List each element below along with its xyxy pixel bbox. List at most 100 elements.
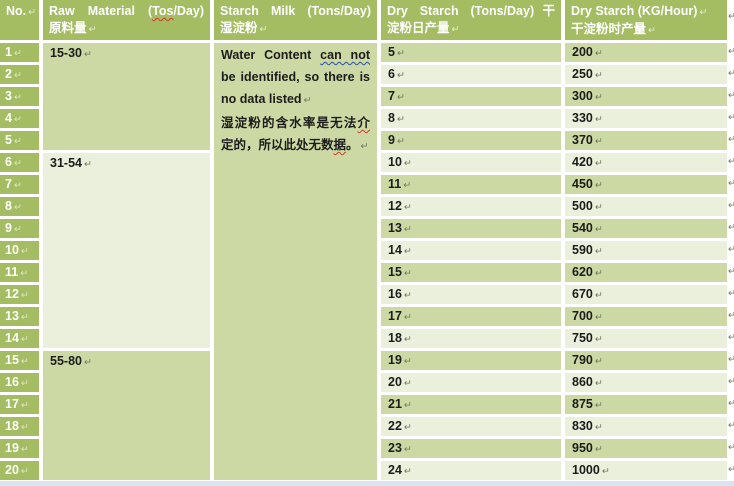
dry-starch-kg-cell[interactable]: 670 ↵	[565, 285, 727, 304]
dry-starch-tons-cell[interactable]: 24 ↵	[381, 461, 561, 480]
dry-starch-tons-value: 19	[388, 353, 402, 367]
dry-starch-kg-cell[interactable]: 370 ↵	[565, 131, 727, 150]
dry-starch-kg-cell[interactable]: 1000 ↵	[565, 461, 727, 480]
dry-starch-kg-cell[interactable]: 250 ↵	[565, 65, 727, 84]
text-segment: 。	[346, 138, 359, 152]
dry-starch-kg-cell[interactable]: 200 ↵	[565, 43, 727, 62]
dry-starch-tons-cell[interactable]: 18 ↵	[381, 329, 561, 348]
dry-starch-tons-cell[interactable]: 9 ↵	[381, 131, 561, 150]
dry-starch-tons-cell[interactable]: 13 ↵	[381, 219, 561, 238]
row-number-cell[interactable]: 5 ↵	[0, 131, 39, 150]
header-line: Dry Starch (KG/Hour) ↵	[571, 3, 721, 21]
dry-starch-kg-cell[interactable]: 590 ↵	[565, 241, 727, 260]
spellcheck-flagged-text: can not	[320, 48, 370, 62]
dry-starch-tons-value: 5	[388, 45, 395, 59]
dry-starch-tons-cell[interactable]: 17 ↵	[381, 307, 561, 326]
raw-material-range-cell[interactable]: 31-54 ↵	[43, 153, 210, 348]
dry-starch-kg-cell[interactable]: 750 ↵	[565, 329, 727, 348]
raw-material-range: 15-30	[50, 46, 82, 60]
dry-starch-tons-cell[interactable]: 12 ↵	[381, 197, 561, 216]
dry-starch-kg-cell[interactable]: 500 ↵	[565, 197, 727, 216]
formatting-mark-icon: ↵	[594, 114, 603, 125]
end-of-row-mark-icon: ↵	[728, 47, 734, 57]
raw-material-range-cell[interactable]: 15-30 ↵	[43, 43, 210, 150]
dry-starch-tons-value: 6	[388, 67, 395, 81]
row-number-cell[interactable]: 11 ↵	[0, 263, 39, 282]
dry-starch-tons-cell[interactable]: 8 ↵	[381, 109, 561, 128]
row-number: 16	[5, 375, 19, 389]
dry-starch-kg-value: 1000	[572, 463, 600, 477]
formatting-mark-icon: ↵	[451, 24, 460, 35]
dry-starch-tons-cell[interactable]: 21 ↵	[381, 395, 561, 414]
dry-starch-kg-cell[interactable]: 830 ↵	[565, 417, 727, 436]
row-number-cell[interactable]: 2 ↵	[0, 65, 39, 84]
header-cell-no[interactable]: No. ↵	[0, 0, 39, 40]
formatting-mark-icon: ↵	[13, 202, 22, 213]
formatting-mark-icon: ↵	[20, 400, 29, 411]
row-number-cell[interactable]: 13 ↵	[0, 307, 39, 326]
row-number-cell[interactable]: 6 ↵	[0, 153, 39, 172]
formatting-mark-icon: ↵	[88, 24, 97, 35]
row-number-cell[interactable]: 9 ↵	[0, 219, 39, 238]
dry-starch-kg-cell[interactable]: 420 ↵	[565, 153, 727, 172]
dry-starch-kg-cell[interactable]: 700 ↵	[565, 307, 727, 326]
header-cell-starch-milk[interactable]: Starch Milk (Tons/Day) 湿淀粉 ↵	[214, 0, 377, 40]
dry-starch-tons-cell[interactable]: 23 ↵	[381, 439, 561, 458]
text-segment: 湿淀粉的含水率是无法	[221, 116, 358, 130]
starch-milk-note-cell[interactable]: Water Content can not be identified, so …	[214, 43, 377, 480]
raw-material-range-cell[interactable]: 55-80 ↵	[43, 351, 210, 480]
dry-starch-kg-cell[interactable]: 330 ↵	[565, 109, 727, 128]
row-number-cell[interactable]: 15 ↵	[0, 351, 39, 370]
dry-starch-kg-cell[interactable]: 860 ↵	[565, 373, 727, 392]
row-number-cell[interactable]: 19 ↵	[0, 439, 39, 458]
formatting-mark-icon: ↵	[601, 466, 610, 477]
dry-starch-kg-value: 420	[572, 155, 593, 169]
header-cell-dry-starch-tons[interactable]: Dry Starch (Tons/Day)干 淀粉日产量 ↵	[381, 0, 561, 40]
dry-starch-tons-cell[interactable]: 5 ↵	[381, 43, 561, 62]
dry-starch-kg-cell[interactable]: 300 ↵	[565, 87, 727, 106]
formatting-mark-icon: ↵	[699, 7, 708, 18]
dry-starch-tons-cell[interactable]: 11 ↵	[381, 175, 561, 194]
text-segment: 湿淀粉	[220, 21, 258, 35]
row-number-cell[interactable]: 8 ↵	[0, 197, 39, 216]
row-number-cell[interactable]: 20 ↵	[0, 461, 39, 480]
dry-starch-tons-cell[interactable]: 6 ↵	[381, 65, 561, 84]
dry-starch-tons-cell[interactable]: 15 ↵	[381, 263, 561, 282]
header-cell-raw-material[interactable]: Raw Material (Tos/Day) 原料量 ↵	[43, 0, 210, 40]
dry-starch-kg-cell[interactable]: 790 ↵	[565, 351, 727, 370]
dry-starch-kg-value: 250	[572, 67, 593, 81]
dry-starch-tons-cell[interactable]: 7 ↵	[381, 87, 561, 106]
dry-starch-kg-cell[interactable]: 540 ↵	[565, 219, 727, 238]
end-of-row-mark-icon: ↵	[728, 311, 734, 321]
end-of-row-mark-icon: ↵	[728, 399, 734, 409]
dry-starch-tons-cell[interactable]: 16 ↵	[381, 285, 561, 304]
dry-starch-tons-cell[interactable]: 10 ↵	[381, 153, 561, 172]
formatting-mark-icon: ↵	[303, 95, 312, 106]
row-number-cell[interactable]: 16 ↵	[0, 373, 39, 392]
header-cell-dry-starch-kg[interactable]: Dry Starch (KG/Hour) ↵ 干淀粉时产量 ↵	[565, 0, 727, 40]
dry-starch-kg-cell[interactable]: 620 ↵	[565, 263, 727, 282]
row-number-cell[interactable]: 10 ↵	[0, 241, 39, 260]
row-number: 19	[5, 441, 19, 455]
dry-starch-kg-cell[interactable]: 875 ↵	[565, 395, 727, 414]
dry-starch-tons-cell[interactable]: 22 ↵	[381, 417, 561, 436]
row-number: 3	[5, 89, 12, 103]
dry-starch-tons-cell[interactable]: 14 ↵	[381, 241, 561, 260]
row-number-cell[interactable]: 14 ↵	[0, 329, 39, 348]
row-number-cell[interactable]: 12 ↵	[0, 285, 39, 304]
row-number-cell[interactable]: 1 ↵	[0, 43, 39, 62]
dry-starch-kg-cell[interactable]: 450 ↵	[565, 175, 727, 194]
row-number: 18	[5, 419, 19, 433]
row-number-cell[interactable]: 7 ↵	[0, 175, 39, 194]
dry-starch-kg-cell[interactable]: 950 ↵	[565, 439, 727, 458]
dry-starch-tons-cell[interactable]: 19 ↵	[381, 351, 561, 370]
formatting-mark-icon: ↵	[396, 136, 405, 147]
row-number-cell[interactable]: 18 ↵	[0, 417, 39, 436]
dry-starch-tons-value: 23	[388, 441, 402, 455]
row-number-cell[interactable]: 4 ↵	[0, 109, 39, 128]
formatting-mark-icon: ↵	[13, 114, 22, 125]
row-number-cell[interactable]: 3 ↵	[0, 87, 39, 106]
row-number: 14	[5, 331, 19, 345]
dry-starch-tons-cell[interactable]: 20 ↵	[381, 373, 561, 392]
row-number-cell[interactable]: 17 ↵	[0, 395, 39, 414]
